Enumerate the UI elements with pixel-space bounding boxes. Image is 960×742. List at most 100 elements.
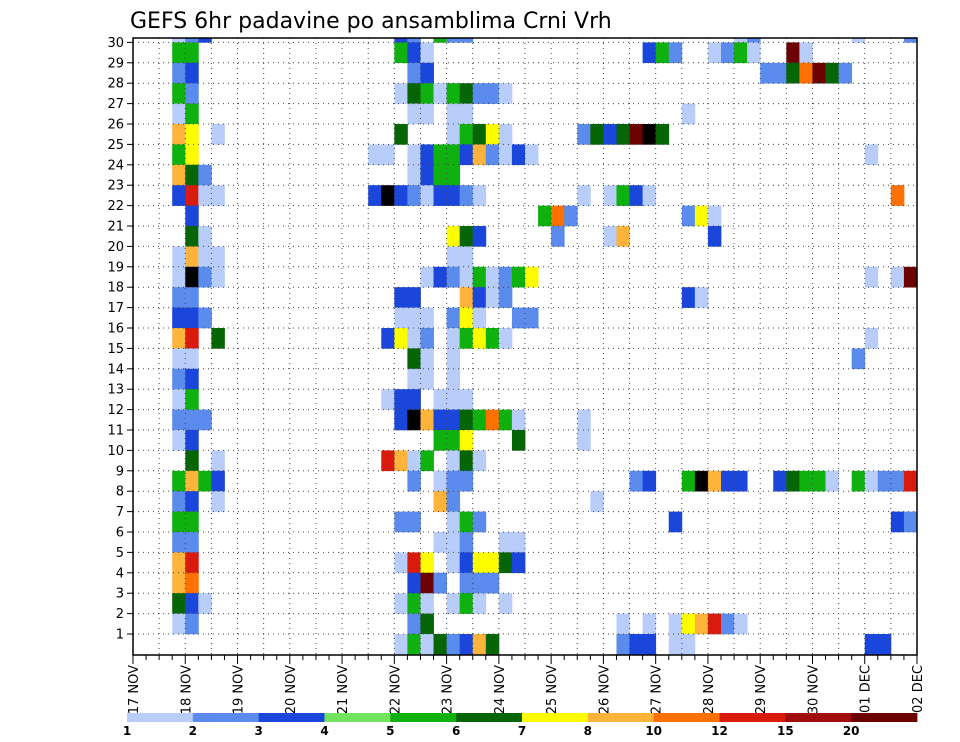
heatmap-cell (185, 409, 199, 431)
heatmap-cell (459, 287, 474, 308)
heatmap-cell (629, 634, 643, 655)
heatmap-cell (185, 307, 199, 329)
heatmap-cell (707, 470, 722, 492)
legend-label: 2 (189, 724, 197, 738)
heatmap-cell (433, 389, 447, 410)
heatmap-cell (394, 409, 408, 431)
heatmap-cell (459, 103, 474, 125)
heatmap-cell (616, 226, 630, 247)
heatmap-cell (420, 144, 434, 166)
heatmap-cell (185, 389, 199, 410)
heatmap-cell (812, 470, 826, 492)
y-tick-label: 6 (116, 526, 124, 541)
heatmap-cell (446, 226, 461, 247)
heatmap-cell (851, 38, 866, 43)
heatmap-cell (472, 593, 487, 614)
heatmap-cell (433, 491, 447, 512)
heatmap-cell (511, 532, 526, 553)
heatmap-cell (681, 470, 696, 492)
heatmap-cell (420, 409, 434, 431)
x-date-label: 02 DEC (911, 665, 926, 713)
heatmap-cell (721, 470, 735, 492)
heatmap-cell (459, 430, 474, 451)
heatmap-cell (485, 124, 500, 145)
heatmap-cell (668, 42, 683, 64)
heatmap-cell (172, 430, 186, 451)
heatmap-cell (642, 613, 657, 635)
heatmap-cell (172, 328, 186, 349)
heatmap-cell (707, 42, 722, 64)
heatmap-cell (211, 450, 225, 472)
heatmap-cell (681, 103, 696, 125)
legend-label: 4 (320, 724, 328, 738)
heatmap-cell (498, 144, 513, 166)
heatmap-cell (446, 491, 461, 512)
y-tick-label: 4 (116, 566, 124, 581)
heatmap-cell (446, 328, 461, 349)
heatmap-cell (446, 124, 461, 145)
heatmap-cell (198, 470, 212, 492)
heatmap-cell (172, 124, 186, 145)
heatmap-cell (433, 38, 447, 43)
heatmap-cell (420, 185, 434, 206)
heatmap-cell (446, 307, 461, 329)
y-tick-label: 28 (107, 77, 124, 92)
heatmap-cell (459, 634, 474, 655)
heatmap-cell (498, 409, 513, 431)
x-date-label: 01 DEC (859, 665, 874, 713)
heatmap-cell (786, 470, 800, 492)
heatmap-cell (890, 185, 905, 206)
heatmap-cell (433, 430, 447, 451)
heatmap-cell (446, 266, 461, 288)
y-tick-label: 17 (107, 301, 124, 316)
heatmap-cell (498, 287, 513, 308)
heatmap-cell (407, 368, 421, 390)
heatmap-cell (851, 348, 866, 370)
heatmap-cell (211, 266, 225, 288)
y-tick-label: 29 (107, 56, 124, 71)
heatmap-cell (172, 103, 186, 125)
heatmap-cell (446, 246, 461, 268)
heatmap-cell (668, 511, 683, 533)
y-tick-label: 3 (116, 587, 124, 602)
heatmap-cell (185, 42, 199, 64)
heatmap-cell (786, 62, 800, 84)
heatmap-cell (433, 532, 447, 553)
heatmap-cell (446, 389, 461, 410)
heatmap-cell (877, 470, 892, 492)
heatmap-cell (368, 185, 382, 206)
heatmap-cell (825, 470, 839, 492)
legend-color-swatch (127, 713, 194, 722)
heatmap-cell (459, 307, 474, 329)
legend-label: 8 (584, 724, 592, 738)
heatmap-cell (472, 572, 487, 594)
x-date-label: 18 NOV (179, 665, 194, 714)
heatmap-cell (394, 185, 408, 206)
heatmap-cell (472, 450, 487, 472)
y-tick-label: 26 (107, 118, 124, 133)
heatmap-cell (747, 42, 761, 64)
heatmap-cell (890, 470, 905, 492)
heatmap-cell (446, 450, 461, 472)
heatmap-cell (485, 634, 500, 655)
heatmap-cell (446, 532, 461, 553)
heatmap-cell (185, 205, 199, 227)
heatmap-cell (198, 38, 212, 43)
heatmap-cell (446, 593, 461, 614)
heatmap-cell (642, 124, 657, 145)
heatmap-cell (433, 409, 447, 431)
heatmap-cell (172, 307, 186, 329)
x-date-label: 20 NOV (284, 665, 299, 714)
heatmap-cell (407, 307, 421, 329)
y-tick-label: 7 (116, 505, 124, 520)
heatmap-cell (407, 613, 421, 635)
heatmap-cell (394, 511, 408, 533)
x-date-label: 17 NOV (127, 665, 142, 714)
heatmap-cell (407, 185, 421, 206)
heatmap-cell (629, 124, 643, 145)
heatmap-cell (694, 470, 709, 492)
heatmap-cell (185, 450, 199, 472)
heatmap-cell (773, 62, 787, 84)
heatmap-cell (773, 470, 787, 492)
heatmap-cell (172, 613, 186, 635)
